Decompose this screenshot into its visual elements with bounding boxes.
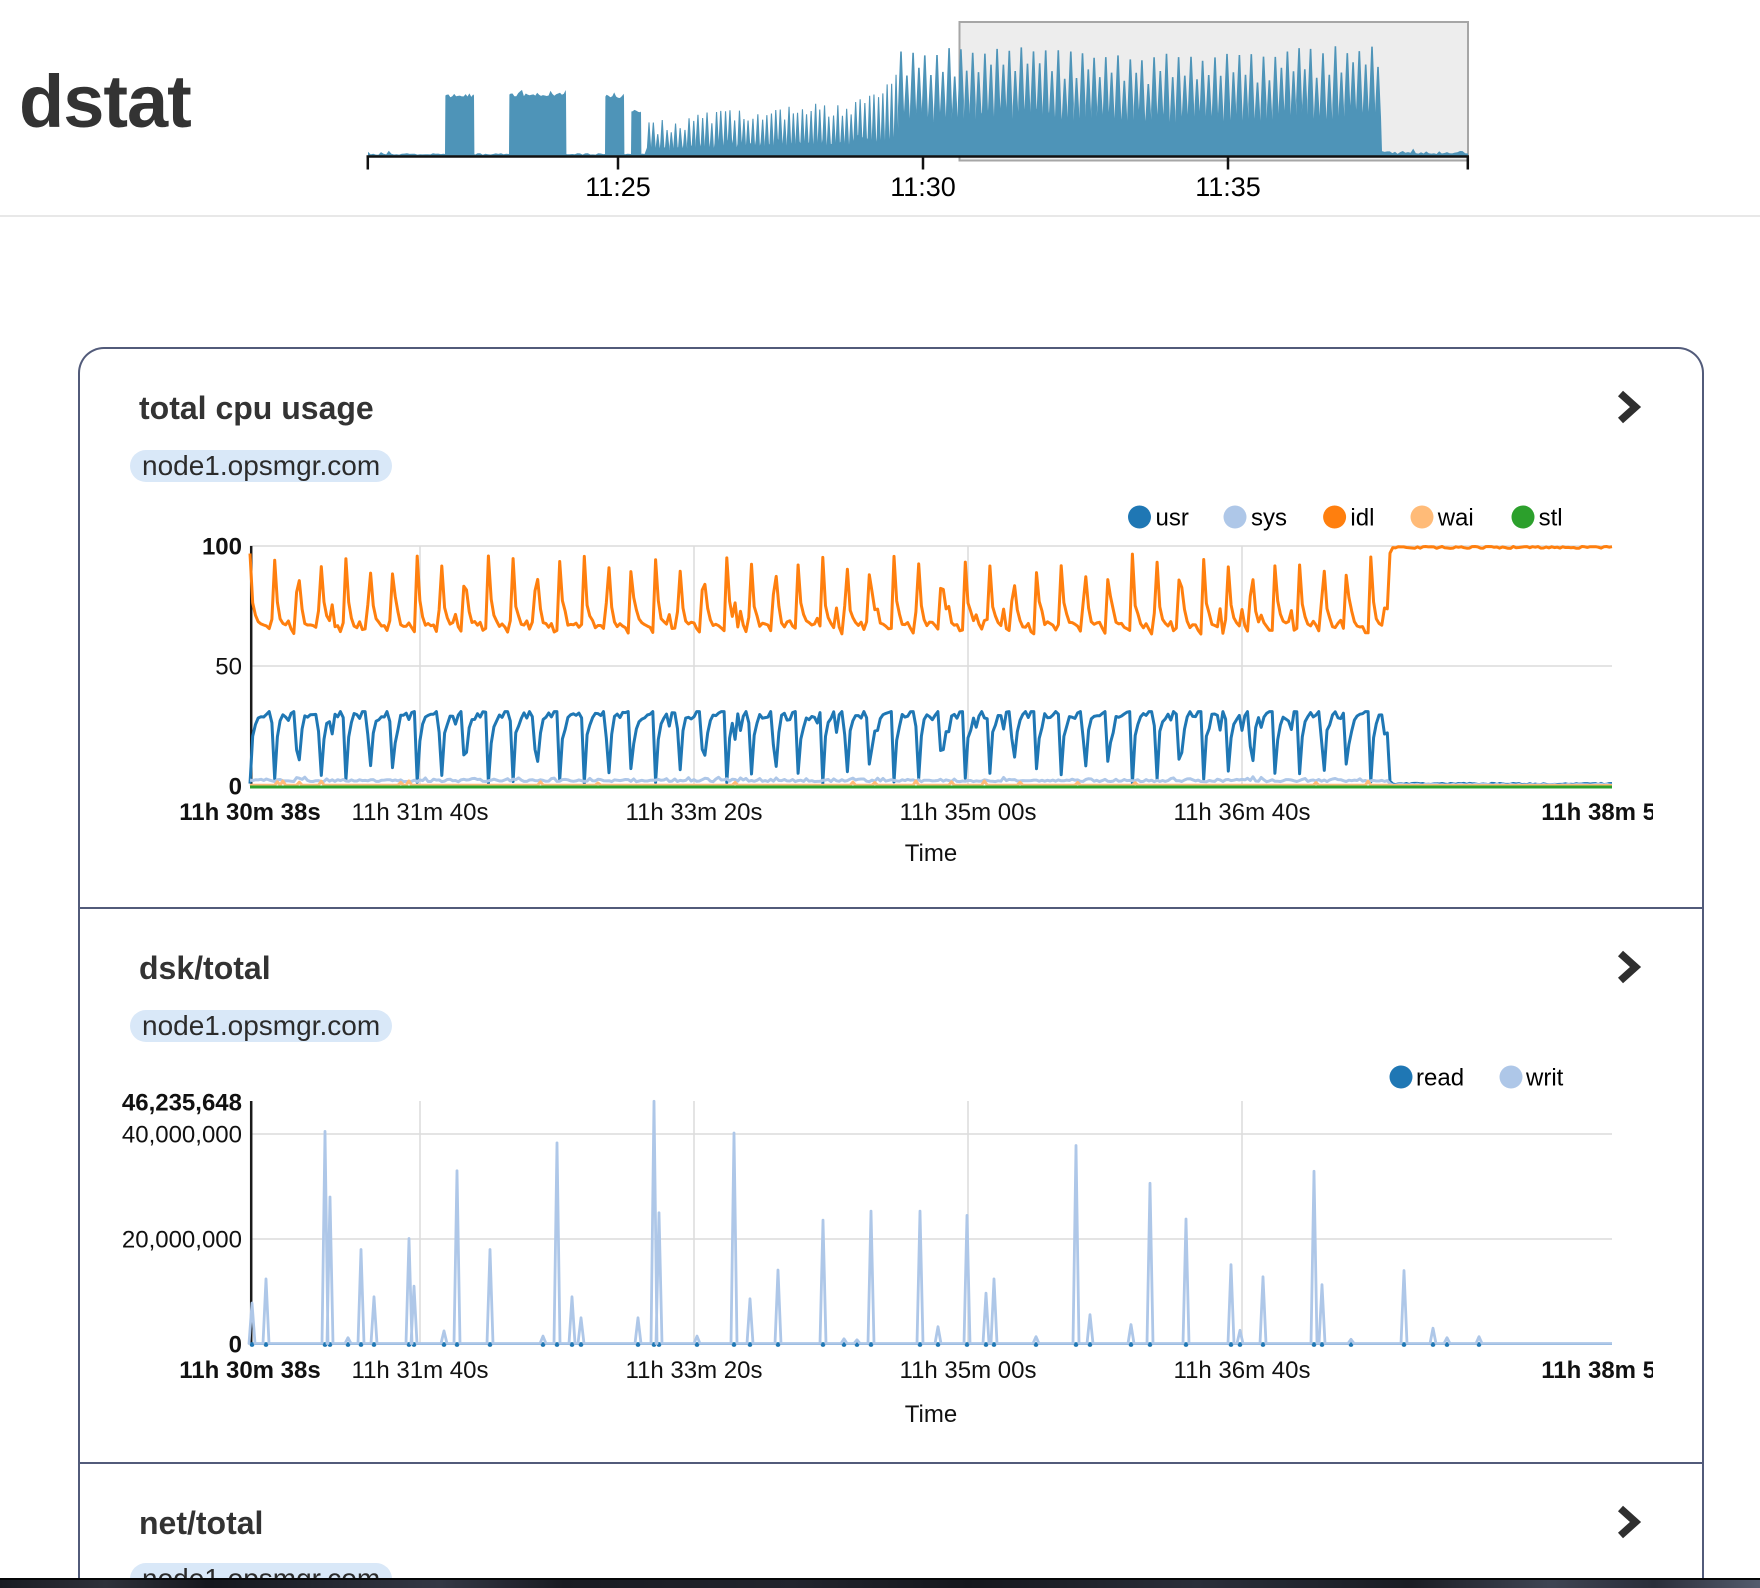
svg-text:0: 0 xyxy=(229,774,242,801)
svg-text:11h 35m 00s: 11h 35m 00s xyxy=(900,799,1037,826)
svg-text:0: 0 xyxy=(229,1332,242,1359)
svg-text:11:25: 11:25 xyxy=(585,172,651,202)
svg-text:Time: Time xyxy=(905,840,957,867)
svg-text:stl: stl xyxy=(1539,505,1563,532)
svg-text:11h 33m 20s: 11h 33m 20s xyxy=(626,1357,763,1384)
svg-text:50: 50 xyxy=(215,654,242,681)
svg-text:46,235,648: 46,235,648 xyxy=(122,1090,242,1117)
svg-text:Time: Time xyxy=(905,1401,957,1428)
svg-text:11h 33m 20s: 11h 33m 20s xyxy=(626,799,763,826)
svg-text:11h 35m 00s: 11h 35m 00s xyxy=(900,1357,1037,1384)
svg-text:idl: idl xyxy=(1350,505,1374,532)
svg-text:11h 38m 55s: 11h 38m 55s xyxy=(1541,1357,1682,1384)
svg-text:11h 36m 40s: 11h 36m 40s xyxy=(1174,799,1311,826)
svg-text:wai: wai xyxy=(1437,505,1474,532)
svg-text:11h 31m 40s: 11h 31m 40s xyxy=(352,799,489,826)
svg-text:11h 30m 38s: 11h 30m 38s xyxy=(179,1357,320,1384)
svg-text:writ: writ xyxy=(1525,1065,1564,1092)
svg-text:20,000,000: 20,000,000 xyxy=(122,1227,242,1254)
svg-text:11:30: 11:30 xyxy=(890,172,956,202)
svg-text:11h 38m 55s: 11h 38m 55s xyxy=(1541,799,1682,826)
svg-text:sys: sys xyxy=(1251,505,1287,532)
svg-text:11:35: 11:35 xyxy=(1195,172,1261,202)
svg-text:100: 100 xyxy=(202,534,242,561)
svg-text:11h 31m 40s: 11h 31m 40s xyxy=(352,1357,489,1384)
svg-text:read: read xyxy=(1416,1065,1464,1092)
svg-text:11h 36m 40s: 11h 36m 40s xyxy=(1174,1357,1311,1384)
svg-text:11h 30m 38s: 11h 30m 38s xyxy=(179,799,320,826)
svg-text:usr: usr xyxy=(1156,505,1189,532)
svg-text:40,000,000: 40,000,000 xyxy=(122,1122,242,1149)
